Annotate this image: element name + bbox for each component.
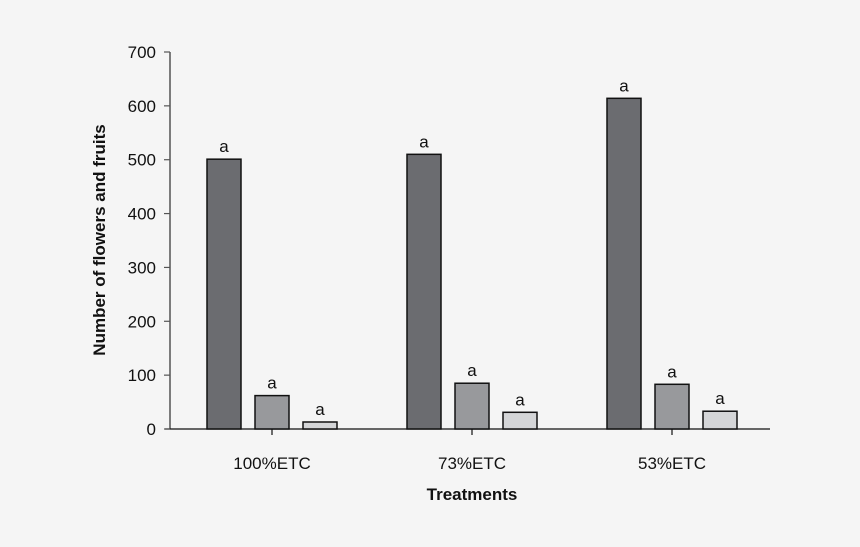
bar-series-1 bbox=[606, 97, 642, 430]
bar-series-3 bbox=[702, 410, 738, 430]
x-tick-label: 100%ETC bbox=[233, 454, 310, 473]
x-tick-label: 53%ETC bbox=[638, 454, 706, 473]
bar-significance-label: a bbox=[315, 400, 325, 419]
y-tick-label: 600 bbox=[128, 97, 156, 116]
bar-significance-label: a bbox=[619, 76, 629, 95]
bar-significance-label: a bbox=[515, 390, 525, 409]
bar-significance-label: a bbox=[267, 374, 277, 393]
bar-significance-label: a bbox=[715, 389, 725, 408]
y-tick-label: 400 bbox=[128, 205, 156, 224]
y-tick-label: 700 bbox=[128, 43, 156, 62]
bar-series-2 bbox=[654, 383, 690, 430]
y-tick-label: 500 bbox=[128, 151, 156, 170]
bar-significance-label: a bbox=[467, 361, 477, 380]
bar-series-1 bbox=[406, 153, 442, 430]
bar-significance-label: a bbox=[219, 137, 229, 156]
y-axis-label: Number of flowers and fruits bbox=[90, 124, 109, 355]
x-axis-label: Treatments bbox=[427, 485, 518, 504]
x-tick-label: 73%ETC bbox=[438, 454, 506, 473]
bar-series-2 bbox=[254, 394, 290, 430]
bar-series-2 bbox=[454, 382, 490, 430]
bar-series-3 bbox=[302, 421, 338, 430]
y-tick-label: 300 bbox=[128, 258, 156, 277]
bar-significance-label: a bbox=[419, 132, 429, 151]
y-tick-label: 0 bbox=[147, 420, 156, 439]
y-tick-label: 100 bbox=[128, 366, 156, 385]
bar-significance-label: a bbox=[667, 362, 677, 381]
bar-series-1 bbox=[206, 158, 242, 430]
bar-series-3 bbox=[502, 411, 538, 430]
y-tick-label: 200 bbox=[128, 312, 156, 331]
